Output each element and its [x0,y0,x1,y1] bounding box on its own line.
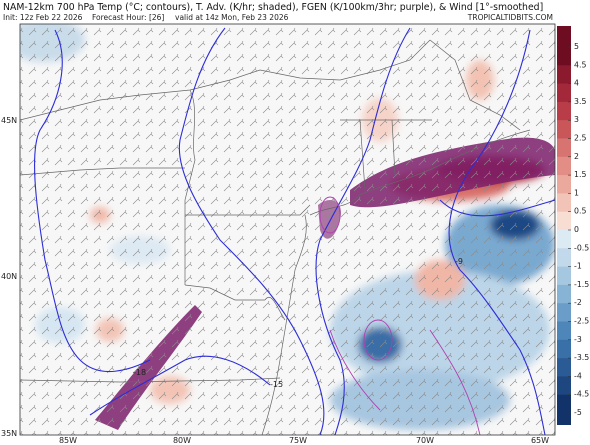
wind-barbs [20,24,555,435]
lat-label: 40N [1,272,17,281]
lon-label: 70W [416,436,434,445]
colorbar-label: -2.5 [574,317,589,326]
colorbar-label: -0.5 [574,243,589,252]
forecast-hour: Forecast Hour: [26] [92,13,164,22]
colorbar: 5 4.5 4 3.5 3 2.5 2 1.5 1 0.5 0 -0.5 -1 -1.5 -2 -2.5 -3 -… [557,26,589,425]
colorbar-label: 1 [574,188,579,197]
lon-label: 80W [173,436,191,445]
fgen-contours [319,196,481,435]
colorbar-label: -5 [574,408,582,417]
colorbar-swatch [557,358,571,377]
lon-label: 65W [531,436,549,445]
init-time: Init: 12z Feb 22 2026 [3,13,83,22]
colorbar-label: -3.5 [574,353,589,362]
colorbar-swatch [557,156,571,176]
colorbar-label: -1 [574,262,582,271]
colorbar-swatch [557,120,571,139]
colorbar-swatch [557,175,571,194]
colorbar-swatch [557,47,571,66]
colorbar-label: 2 [574,152,579,161]
contour-label: -18 [133,368,146,377]
lon-label: 75W [289,436,307,445]
contour-label: -15 [270,380,283,389]
colorbar-swatch [557,248,571,268]
temp-contours [34,27,555,435]
colorbar-label: 0 [574,225,579,234]
title: NAM-12km 700 hPa Temp (°C; contours), T.… [3,2,543,13]
map-area: -18 -15 -9 [20,24,555,435]
colorbar-swatch [557,83,571,103]
colorbar-swatch [557,230,571,249]
colorbar-swatch [557,138,571,158]
colorbar-swatch [557,65,571,85]
colorbar-label: 2.5 [574,134,586,143]
colorbar-swatch [557,321,571,341]
colorbar-swatch [557,284,571,304]
colorbar-label: 1.5 [574,170,586,179]
map-frame [19,23,556,436]
colorbar-swatch [557,303,571,322]
colorbar-label: 5 [574,42,579,51]
colorbar-swatch [557,376,571,396]
valid-time: valid at 14z Mon, Feb 23 2026 [175,13,289,22]
colorbar-swatch [557,193,571,213]
colorbar-label: -4 [574,371,582,380]
colorbar-label: -2 [574,298,582,307]
colorbar-label: -4.5 [574,390,589,399]
colorbar-cap [557,413,571,425]
colorbar-label: 0.5 [574,207,586,216]
colorbar-swatch [557,266,571,286]
contour-label: -9 [455,257,463,266]
colorbar-swatch [557,101,571,121]
colorbar-label: 3.5 [574,97,586,106]
colorbar-label: -3 [574,335,582,344]
colorbar-label: 4 [574,79,579,88]
lon-label: 85W [59,436,77,445]
lat-label: 35N [1,429,17,438]
colorbar-label: 4.5 [574,60,586,69]
colorbar-swatch [557,211,571,231]
lat-label: 45N [1,116,17,125]
colorbar-swatch [557,394,571,414]
colorbar-swatch [557,339,571,359]
colorbar-label: -1.5 [574,280,589,289]
colorbar-cap [557,26,571,47]
colorbar-label: 3 [574,115,579,124]
watermark: TROPICALTIDBITS.COM [467,13,553,22]
